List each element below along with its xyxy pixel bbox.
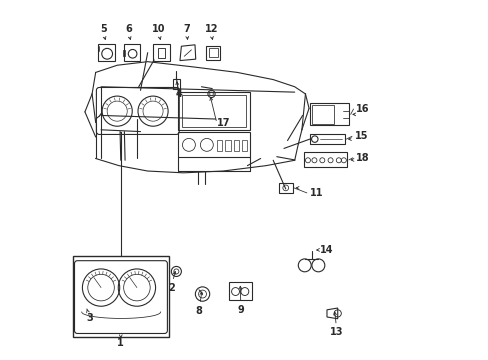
Bar (178, 92, 249, 130)
Text: 14: 14 (320, 244, 333, 255)
Bar (124, 44, 140, 61)
Text: 10: 10 (152, 24, 165, 35)
Text: 7: 7 (183, 24, 190, 35)
Bar (241, 140, 247, 150)
Bar (73, 256, 169, 337)
Text: 5: 5 (101, 24, 107, 35)
Text: 8: 8 (195, 306, 202, 315)
Bar (158, 48, 164, 58)
Text: 13: 13 (329, 327, 343, 337)
Bar (278, 183, 292, 193)
Text: 2: 2 (167, 283, 174, 293)
Text: 17: 17 (217, 118, 230, 128)
Bar (216, 140, 222, 150)
Bar (172, 78, 180, 89)
Text: 1: 1 (117, 338, 124, 348)
Bar (225, 140, 231, 150)
Bar (122, 50, 125, 55)
Bar (309, 134, 344, 144)
Text: 3: 3 (86, 313, 93, 323)
Text: 18: 18 (355, 153, 368, 163)
Text: 6: 6 (125, 24, 132, 35)
Text: 11: 11 (309, 188, 323, 198)
Bar (152, 44, 169, 61)
Bar (208, 48, 218, 57)
Bar (309, 103, 348, 126)
Bar (311, 105, 333, 124)
Bar (228, 282, 251, 300)
Bar (98, 44, 115, 61)
Text: 15: 15 (354, 131, 367, 141)
Text: 16: 16 (356, 104, 369, 114)
Bar (233, 140, 239, 150)
Text: 9: 9 (237, 305, 244, 315)
Text: 12: 12 (204, 24, 218, 35)
Text: 4: 4 (176, 89, 182, 99)
Bar (178, 132, 249, 157)
Bar (182, 95, 246, 127)
Bar (303, 152, 346, 167)
Bar (206, 45, 220, 60)
